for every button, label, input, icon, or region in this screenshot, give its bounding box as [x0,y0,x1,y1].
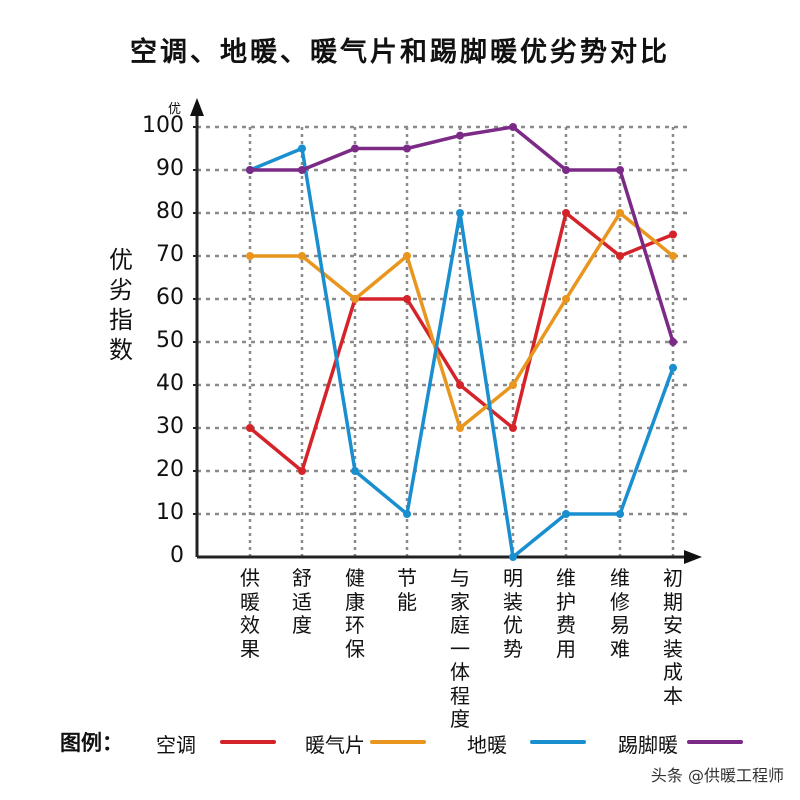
data-point [403,252,411,260]
data-point [669,363,677,372]
data-point [509,381,517,389]
x-category-label: 明装优势 [503,566,523,661]
data-point [616,510,624,518]
y-axis-arrow-icon [190,98,204,116]
y-tick-label: 40 [156,371,184,396]
legend-item-label: 暖气片 [305,733,365,757]
series-line-3 [250,125,675,343]
data-point [456,381,464,389]
legend: 图例： 空调 暖气片 地暖 踢脚暖 [60,727,800,757]
data-point [351,295,359,303]
data-point [562,209,570,217]
data-point [509,424,517,432]
data-point [298,166,306,174]
x-category-label: 节能 [397,566,417,614]
data-point [509,123,517,131]
legend-heading: 图例： [60,731,123,755]
x-category-label: 维修易难 [610,566,630,661]
y-tick-label: 0 [170,543,184,568]
data-point [669,338,677,346]
data-point [298,144,306,153]
y-axis-label: 优劣指数 [109,246,133,364]
data-point [298,467,306,475]
data-point [616,166,624,174]
gridlines [197,125,690,557]
legend-swatch-line [530,740,586,744]
x-axis-arrow-icon [684,550,702,564]
y-tick-label: 10 [156,500,184,525]
y-tick-label: 70 [156,242,184,267]
watermark: 头条 @供暖工程师 [650,766,784,785]
x-category-label: 供暖效果 [240,566,260,661]
x-category-label: 健康环保 [345,566,365,661]
legend-item-label: 踢脚暖 [618,733,678,757]
data-point [509,553,517,561]
data-point [669,230,677,239]
data-point [246,252,254,260]
data-point [616,209,624,217]
data-series [246,123,677,561]
data-point [562,510,570,518]
chart-title: 空调、地暖、暖气片和踢脚暖优劣势对比 [130,37,670,68]
data-point [246,166,254,174]
data-point [456,209,464,217]
legend-swatch-line [220,740,276,744]
legend-swatch-line [370,740,426,744]
x-category-label: 与家庭一体程度 [450,566,470,731]
y-tick-label: 30 [156,414,184,439]
y-tick-label: 50 [156,328,184,353]
y-tick-label: 60 [156,285,184,310]
axes [190,98,702,564]
legend-swatch-line [687,740,743,744]
legend-item-label: 地暖 [467,733,507,757]
data-point [351,467,359,475]
data-point [298,252,306,260]
data-point [616,252,624,260]
data-point [403,295,411,303]
y-tick-label: 80 [156,199,184,224]
x-category-label: 初期安装成本 [663,566,683,708]
y-tick-label: 90 [156,156,184,181]
y-axis-top-label: 优 [168,102,182,117]
data-point [351,144,359,153]
legend-item-label: 空调 [156,733,196,757]
data-point [456,424,464,432]
y-tick-label: 100 [142,113,184,138]
y-tick-label: 20 [156,457,184,482]
data-point [669,252,677,260]
x-category-label: 维护费用 [556,566,576,661]
data-point [562,295,570,303]
data-point [403,144,411,153]
series-line-1 [250,211,675,430]
data-point [246,424,254,432]
x-category-label: 舒适度 [292,566,312,637]
data-point [456,131,464,140]
data-point [403,510,411,518]
data-point [562,166,570,174]
